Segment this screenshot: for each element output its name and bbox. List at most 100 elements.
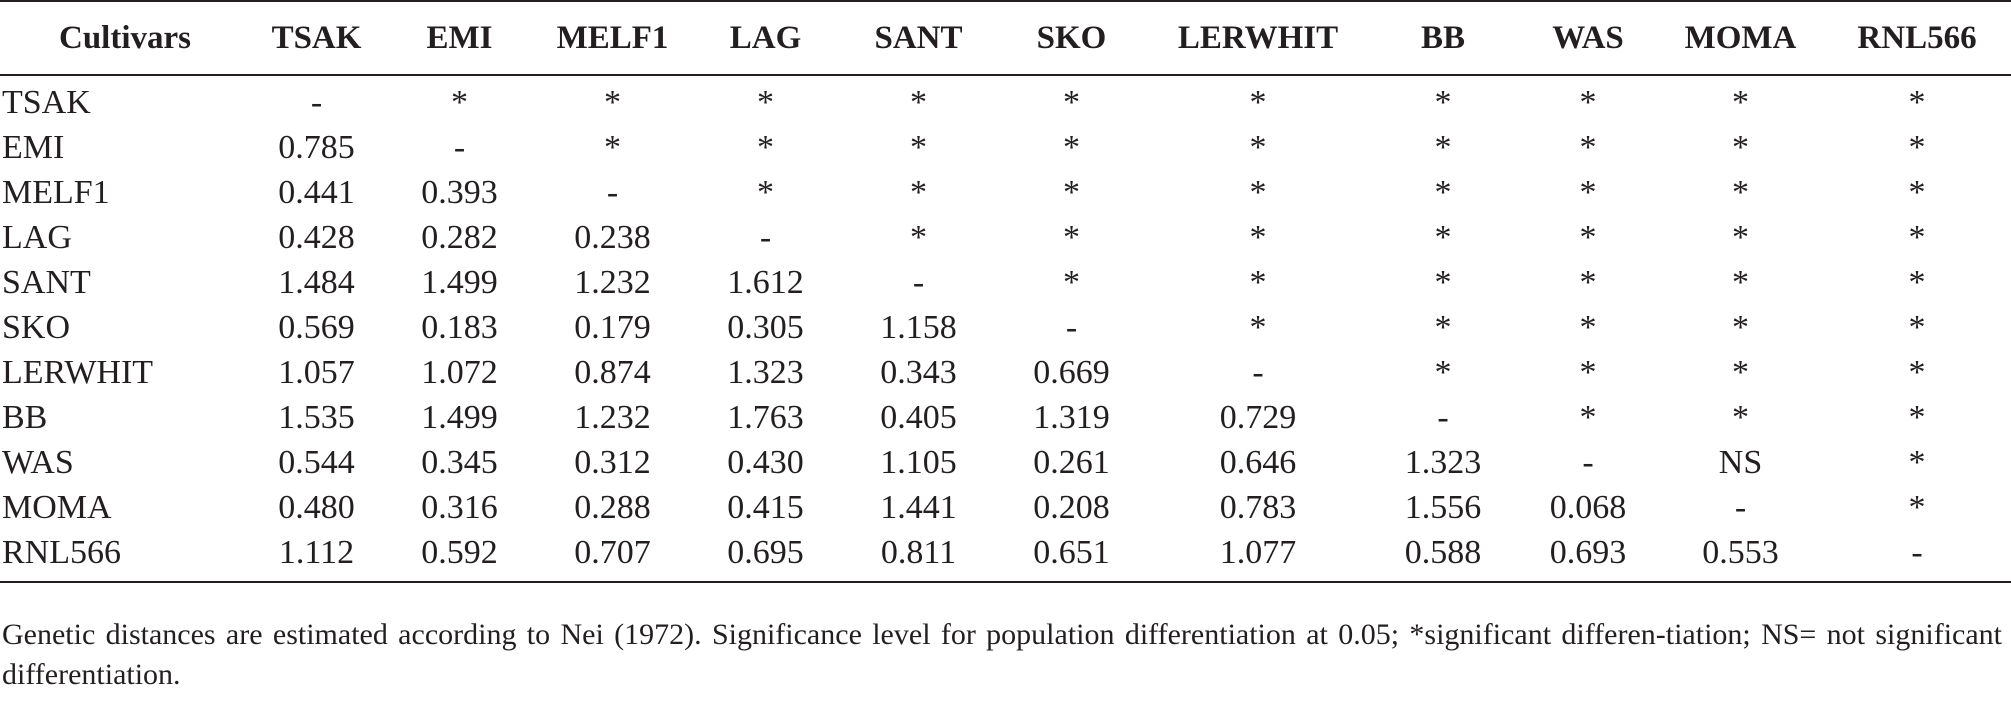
- table-cell: *: [1434, 354, 1452, 391]
- table-cell: -: [912, 264, 925, 301]
- table-cell: *: [1732, 174, 1749, 211]
- column-header-moma: MOMA: [1658, 0, 1823, 76]
- column-header-was: WAS: [1518, 0, 1658, 76]
- table-cell: 1.112: [250, 530, 383, 583]
- table-cell: -: [453, 129, 466, 166]
- table-row: BB 1.535 1.499 1.232 1.763 0.405 1.319 0.729 - * *…: [0, 395, 2011, 440]
- table-cell: -: [606, 174, 619, 211]
- table-cell: *: [1732, 84, 1749, 121]
- table-cell: *: [1434, 129, 1452, 166]
- table-cell: 0.393: [421, 174, 498, 211]
- table-cell: 0.282: [421, 219, 498, 256]
- table-cell: 0.405: [880, 399, 957, 436]
- table-cell: 0.288: [574, 489, 651, 526]
- table-cell: *: [1063, 264, 1080, 301]
- table-cell: 0.441: [278, 174, 355, 211]
- table-cell: *: [1063, 129, 1080, 166]
- table-cell: 0.669: [1033, 354, 1110, 391]
- table-cell: *: [757, 174, 774, 211]
- table-cell: 0.695: [689, 530, 842, 583]
- row-header-cell: SKO: [2, 309, 71, 346]
- table-cell: *: [1579, 354, 1597, 391]
- table-cell: *: [910, 219, 927, 256]
- column-header-cultivars: Cultivars: [0, 0, 250, 76]
- table-cell: *: [1579, 264, 1597, 301]
- table-row: MELF1 0.441 0.393 - * * * * * * * *: [0, 170, 2011, 215]
- table-cell: 0.646: [1219, 444, 1297, 481]
- column-header-rnl566: RNL566: [1823, 0, 2011, 76]
- table-cell: *: [451, 84, 468, 121]
- table-cell: *: [1434, 84, 1452, 121]
- table-cell: *: [1732, 264, 1749, 301]
- column-header-sko: SKO: [995, 0, 1148, 76]
- table-row: TSAK - * * * * * * * * * *: [0, 75, 2011, 125]
- table-cell: *: [1249, 264, 1267, 301]
- table-cell: *: [1579, 399, 1597, 436]
- row-header-cell: EMI: [2, 129, 65, 166]
- table-cell: 0.415: [727, 489, 804, 526]
- table-cell: -: [310, 84, 323, 121]
- table-cell: *: [1908, 354, 1926, 391]
- table-cell: *: [1579, 129, 1597, 166]
- table-cell: *: [1249, 129, 1267, 166]
- table-cell: -: [1252, 354, 1264, 391]
- table-cell: 0.312: [574, 444, 651, 481]
- table-cell: 0.588: [1368, 530, 1518, 583]
- table-cell: 1.499: [421, 264, 498, 301]
- table-cell: 1.556: [1404, 489, 1482, 526]
- table-cell: *: [757, 84, 774, 121]
- table-cell: 1.499: [421, 399, 498, 436]
- column-header-sant: SANT: [842, 0, 995, 76]
- table-cell: *: [1249, 84, 1267, 121]
- table-cell: -: [1582, 444, 1594, 481]
- table-row: EMI 0.785 - * * * * * * * * *: [0, 125, 2011, 170]
- row-header-cell: BB: [2, 399, 48, 436]
- header-row: Cultivars TSAK EMI MELF1 LAG SANT SKO LERWHIT BB…: [0, 0, 2011, 76]
- table-cell: *: [1579, 174, 1597, 211]
- table-cell: 1.319: [1033, 399, 1110, 436]
- table-cell: *: [1434, 264, 1452, 301]
- table-cell: *: [1434, 174, 1452, 211]
- table-row: WAS 0.544 0.345 0.312 0.430 1.105 0.261 0.646 1.…: [0, 440, 2011, 485]
- table-cell: 1.535: [278, 399, 355, 436]
- table-cell: 0.068: [1549, 489, 1627, 526]
- table-cell: 1.057: [278, 354, 355, 391]
- table-cell: 0.729: [1219, 399, 1297, 436]
- table-cell: *: [1249, 174, 1267, 211]
- table-cell: 0.208: [1033, 489, 1110, 526]
- table-cell: *: [1434, 219, 1452, 256]
- table-cell: 1.441: [880, 489, 957, 526]
- table-cell: *: [757, 129, 774, 166]
- table-row: SKO 0.569 0.183 0.179 0.305 1.158 - * * * * *: [0, 305, 2011, 350]
- table-cell: 0.693: [1518, 530, 1658, 583]
- table-cell: *: [1063, 84, 1080, 121]
- table-cell: 1.763: [727, 399, 804, 436]
- table-cell: 0.553: [1658, 530, 1823, 583]
- table-cell: 1.072: [421, 354, 498, 391]
- table-cell: *: [1908, 444, 1926, 481]
- table-row: SANT 1.484 1.499 1.232 1.612 - * * * * * *: [0, 260, 2011, 305]
- table-cell: 0.261: [1033, 444, 1110, 481]
- table-cell: *: [1908, 84, 1926, 121]
- column-header-lerwhit: LERWHIT: [1148, 0, 1368, 76]
- table-cell: 0.430: [727, 444, 804, 481]
- table-cell: *: [910, 129, 927, 166]
- row-header-cell: RNL566: [0, 530, 250, 583]
- table-cell: 1.105: [880, 444, 957, 481]
- table-cell: 1.232: [574, 264, 651, 301]
- column-header-lag: LAG: [689, 0, 842, 76]
- table-footnote: Genetic distances are estimated accordin…: [2, 618, 2002, 691]
- distance-table-container: Cultivars TSAK EMI MELF1 LAG SANT SKO LERWHIT BB…: [0, 0, 2011, 583]
- table-cell: 0.316: [421, 489, 498, 526]
- row-header-cell: SANT: [2, 264, 91, 301]
- table-cell: 0.785: [278, 129, 355, 166]
- table-cell: *: [1908, 219, 1926, 256]
- table-cell: *: [1063, 174, 1080, 211]
- table-cell: -: [1734, 489, 1747, 526]
- table-cell: *: [1732, 129, 1749, 166]
- table-body: TSAK - * * * * * * * * * * EMI 0.785 - * * * * * * * * * MELF1 0.…: [0, 75, 2011, 583]
- row-header-cell: TSAK: [2, 84, 91, 121]
- table-cell: 0.569: [278, 309, 355, 346]
- table-cell: *: [604, 84, 621, 121]
- row-header-cell: MOMA: [2, 489, 112, 526]
